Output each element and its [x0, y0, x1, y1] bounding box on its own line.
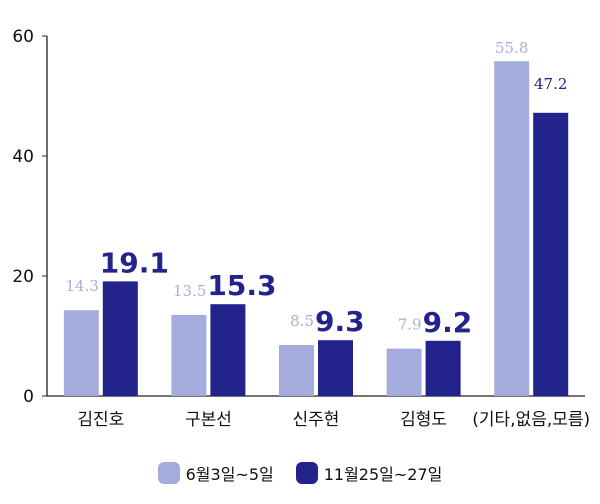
x-category-label: 구본선	[185, 410, 232, 430]
x-category-label: 김진호	[77, 410, 124, 430]
data-label-series-1: 55.8	[495, 39, 528, 57]
legend-swatch-series-2	[295, 462, 318, 484]
y-axis-ticks: 0 20 40 60	[12, 27, 47, 407]
y-tick-label: 60	[12, 27, 34, 47]
bar-series-2	[425, 340, 461, 396]
x-category-label: (기타,없음,모름)	[472, 410, 590, 430]
data-label-series-1: 13.5	[173, 282, 206, 300]
chart-legend: 6월3일~5일 11월25일~27일	[0, 460, 600, 486]
chart-bars	[63, 61, 569, 397]
bar-series-2	[533, 112, 569, 397]
data-labels: 14.319.113.5 15.3 8.5 9.3 7.9 9.2 55.8 47.2	[65, 39, 567, 339]
x-category-label: 신주현	[293, 410, 340, 430]
x-category-label: 김형도	[400, 410, 447, 430]
bar-series-2	[318, 340, 353, 396]
bar-series-1	[279, 345, 314, 396]
data-label-series-2: 9.3	[315, 305, 365, 338]
y-tick-label: 20	[12, 267, 34, 287]
data-label-series-1: 14.3	[65, 277, 98, 295]
legend-swatch-series-1	[157, 462, 180, 484]
y-tick-label: 40	[12, 147, 34, 167]
data-label-series-1: 8.5	[290, 312, 314, 330]
bar-series-1	[63, 310, 99, 396]
bar-chart: 0 20 40 60 14.319.113.5 15.3 8.5 9.3 7.9 9.2 55.8…	[12, 27, 590, 430]
y-tick-label: 0	[23, 387, 34, 407]
bar-series-2	[102, 281, 138, 396]
x-axis-categories: 김진호 구본선 신주현 김형도 (기타,없음,모름)	[77, 410, 590, 430]
data-label-series-2: 15.3	[207, 269, 276, 302]
legend-item-series-2: 11월25일~27일	[295, 461, 443, 485]
legend-label-series-2: 11월25일~27일	[323, 465, 443, 484]
bar-series-1	[171, 315, 207, 396]
bar-series-1	[494, 61, 530, 396]
data-label-series-2: 19.1	[100, 246, 169, 279]
data-label-series-1: 7.9	[398, 316, 422, 334]
legend-label-series-1: 6월3일~5일	[185, 465, 274, 484]
data-label-series-2: 47.2	[534, 75, 567, 93]
bar-series-2	[210, 304, 246, 396]
legend-item-series-1: 6월3일~5일	[157, 461, 274, 485]
bar-series-1	[386, 348, 422, 396]
data-label-series-2: 9.2	[423, 306, 473, 339]
